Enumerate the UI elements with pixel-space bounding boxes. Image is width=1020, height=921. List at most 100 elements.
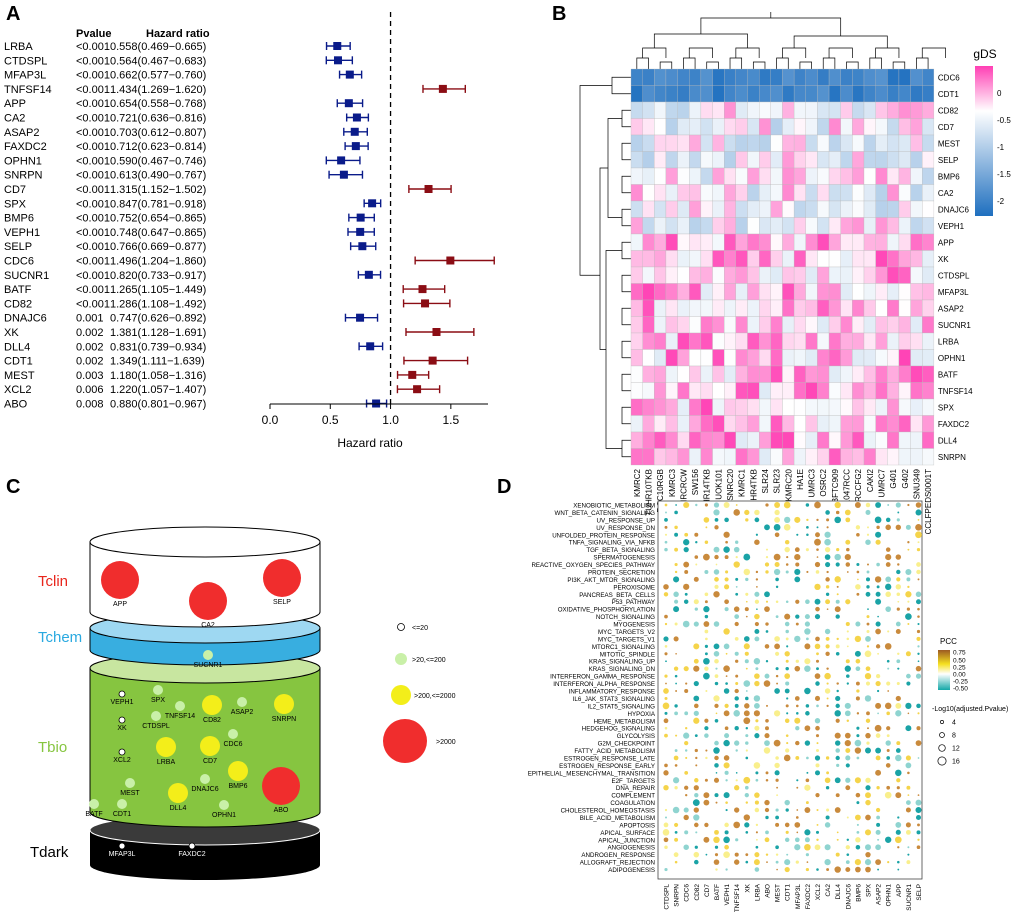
heatmap-cell [642,184,655,202]
forest-plot: Pvalue Hazard ratio LRBA <0.001 0.558(0.46… [4,12,495,450]
dot [895,822,902,828]
dot [713,546,720,553]
heatmap-cell [782,299,795,317]
heatmap-cell [910,332,923,350]
dot [683,814,689,821]
heatmap-cell [817,151,830,169]
dot [834,576,841,583]
heatmap-cell [817,266,830,284]
dot [754,599,760,604]
gene-bubble-label: OPHN1 [212,812,236,819]
dot [824,822,831,828]
dot [834,516,841,524]
dot [725,868,728,871]
heatmap-cell [724,266,737,284]
heatmap-cell [700,200,713,218]
heatmap-cell [700,250,713,268]
dot [896,682,900,686]
heatmap-cell [654,134,667,152]
row-label: ASAP2 [938,304,964,313]
dot [755,719,759,723]
gene-bubble [228,761,248,781]
heatmap-cell [910,299,923,317]
dot [673,666,679,671]
column-label: CAKI2 [866,468,875,492]
heatmap-cell [642,332,655,350]
heatmap-cell [898,448,911,466]
heatmap-cell [747,332,760,350]
dot [877,838,880,841]
gene-column-label: SUCNR1 [906,884,913,911]
dot [786,712,789,715]
size-legend-circle [938,744,946,752]
dot [672,777,680,784]
dot [774,532,780,538]
dot [704,629,709,634]
heatmap-cell [630,332,643,350]
heatmap-cell [735,134,748,152]
dot [743,636,750,642]
heatmap-cell [747,398,760,416]
dot [715,772,718,774]
dot [846,853,850,857]
pathway-label: HEDGEHOG_SIGNALING [582,726,655,733]
dot [754,613,760,620]
row-label: CD82 [938,106,959,115]
dot [664,652,668,656]
dot [664,867,668,872]
heatmap-cell [712,217,725,235]
dot [745,756,749,760]
dot [664,674,668,678]
heatmap-cell [724,184,737,202]
dot [835,614,840,619]
dot [815,725,820,731]
heatmap-cell [887,415,900,433]
dot [855,837,861,843]
heatmap-cell [898,151,911,169]
dot [896,577,901,582]
heatmap-cell [887,250,900,268]
heatmap-cell [712,431,725,449]
dot [703,657,710,665]
column-label: SNRC20 [726,468,735,500]
heatmap-cell [665,349,678,367]
heatmap-cell [642,134,655,152]
heatmap-cell [677,398,690,416]
dot [684,592,688,596]
heatmap-cell [887,151,900,169]
dot [825,561,831,568]
heatmap-cell [898,283,911,301]
dot [835,510,840,515]
heatmap-cell [642,250,655,268]
dot [804,687,811,695]
dot [724,517,729,523]
gene-bubble-label: XCL2 [113,757,131,764]
dot [844,739,851,747]
dot [745,600,748,603]
dot [835,644,840,649]
heatmap-cell [759,85,771,103]
x-tick-label: 1.5 [442,413,459,427]
dot [887,630,890,633]
gene-bubble [274,694,294,714]
dot [794,547,800,553]
dot [895,754,902,762]
column-label: KMRC20 [784,468,793,501]
heatmap-cell [665,151,678,169]
dot [754,725,760,731]
dot [734,703,739,708]
dot [886,756,891,760]
heatmap-cell [724,448,737,466]
heatmap-cell [817,365,830,383]
gene-label: APP [4,98,26,110]
dot [725,779,728,782]
dot [766,861,768,864]
dot [775,615,779,618]
heatmap-cell [910,167,923,185]
dot [725,675,728,677]
pvalue-text: 0.003 [76,370,104,382]
dot [685,793,688,797]
heatmap-cell [759,349,771,367]
heatmap-cell [898,299,911,317]
dot [826,808,830,812]
